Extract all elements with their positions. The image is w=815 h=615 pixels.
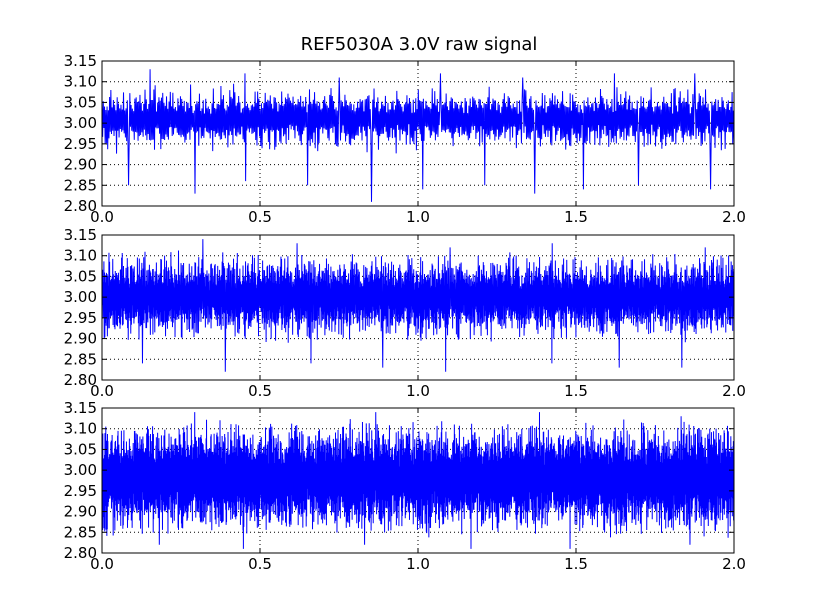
subplot-3: 0.0 0.5 1.0 1.5 2.0 2.80 2.85 2.90 2.95 3.00 3.05 3… (64, 399, 746, 573)
y-tick-label: 2.85 (64, 523, 97, 541)
x-tick-label: 0.5 (248, 382, 272, 400)
y-tick-label: 2.90 (64, 156, 97, 174)
x-tick-label: 1.5 (564, 382, 588, 400)
y-tick-label: 2.80 (64, 197, 97, 215)
y-tick-label: 3.10 (64, 247, 97, 265)
x-tick-label: 1.0 (406, 208, 430, 226)
y-tick-label: 2.95 (64, 135, 97, 153)
x-tick-label: 2.0 (722, 555, 746, 573)
x-tick-label: 0.0 (90, 382, 114, 400)
y-tick-label: 2.90 (64, 330, 97, 348)
x-tick-label: 1.0 (406, 555, 430, 573)
signal-series-line (102, 69, 734, 202)
signal-series-line (102, 239, 734, 372)
x-tick-label: 0.0 (90, 208, 114, 226)
x-tick-label: 2.0 (722, 382, 746, 400)
signal-series-line (102, 412, 734, 549)
x-tick-label: 1.5 (564, 208, 588, 226)
y-tick-label: 3.05 (64, 267, 97, 285)
x-tick-label: 0.5 (248, 208, 272, 226)
y-tick-label: 3.15 (64, 52, 97, 70)
y-tick-label: 2.95 (64, 482, 97, 500)
y-tick-label: 3.05 (64, 440, 97, 458)
subplot-1: 0.0 0.5 1.0 1.5 2.0 2.80 2.85 2.90 2.95 3.00 3.05 3… (64, 52, 746, 226)
y-tick-label: 2.95 (64, 309, 97, 327)
y-tick-label: 3.00 (64, 288, 97, 306)
y-tick-label: 3.15 (64, 399, 97, 417)
y-tick-label: 2.85 (64, 176, 97, 194)
y-tick-label: 3.15 (64, 226, 97, 244)
y-tick-label: 2.80 (64, 544, 97, 562)
x-tick-label: 0.5 (248, 555, 272, 573)
y-tick-label: 3.05 (64, 93, 97, 111)
y-tick-label: 3.00 (64, 461, 97, 479)
y-tick-label: 3.00 (64, 114, 97, 132)
y-tick-label: 3.10 (64, 73, 97, 91)
x-tick-label: 1.0 (406, 382, 430, 400)
subplot-2: 0.0 0.5 1.0 1.5 2.0 2.80 2.85 2.90 2.95 3.00 3.05 3… (64, 226, 746, 400)
y-tick-label: 2.85 (64, 350, 97, 368)
x-tick-label: 1.5 (564, 555, 588, 573)
y-tick-label: 2.80 (64, 371, 97, 389)
chart-title: REF5030A 3.0V raw signal (301, 34, 538, 55)
y-tick-label: 2.90 (64, 503, 97, 521)
y-tick-label: 3.10 (64, 420, 97, 438)
x-tick-label: 0.0 (90, 555, 114, 573)
x-tick-label: 2.0 (722, 208, 746, 226)
